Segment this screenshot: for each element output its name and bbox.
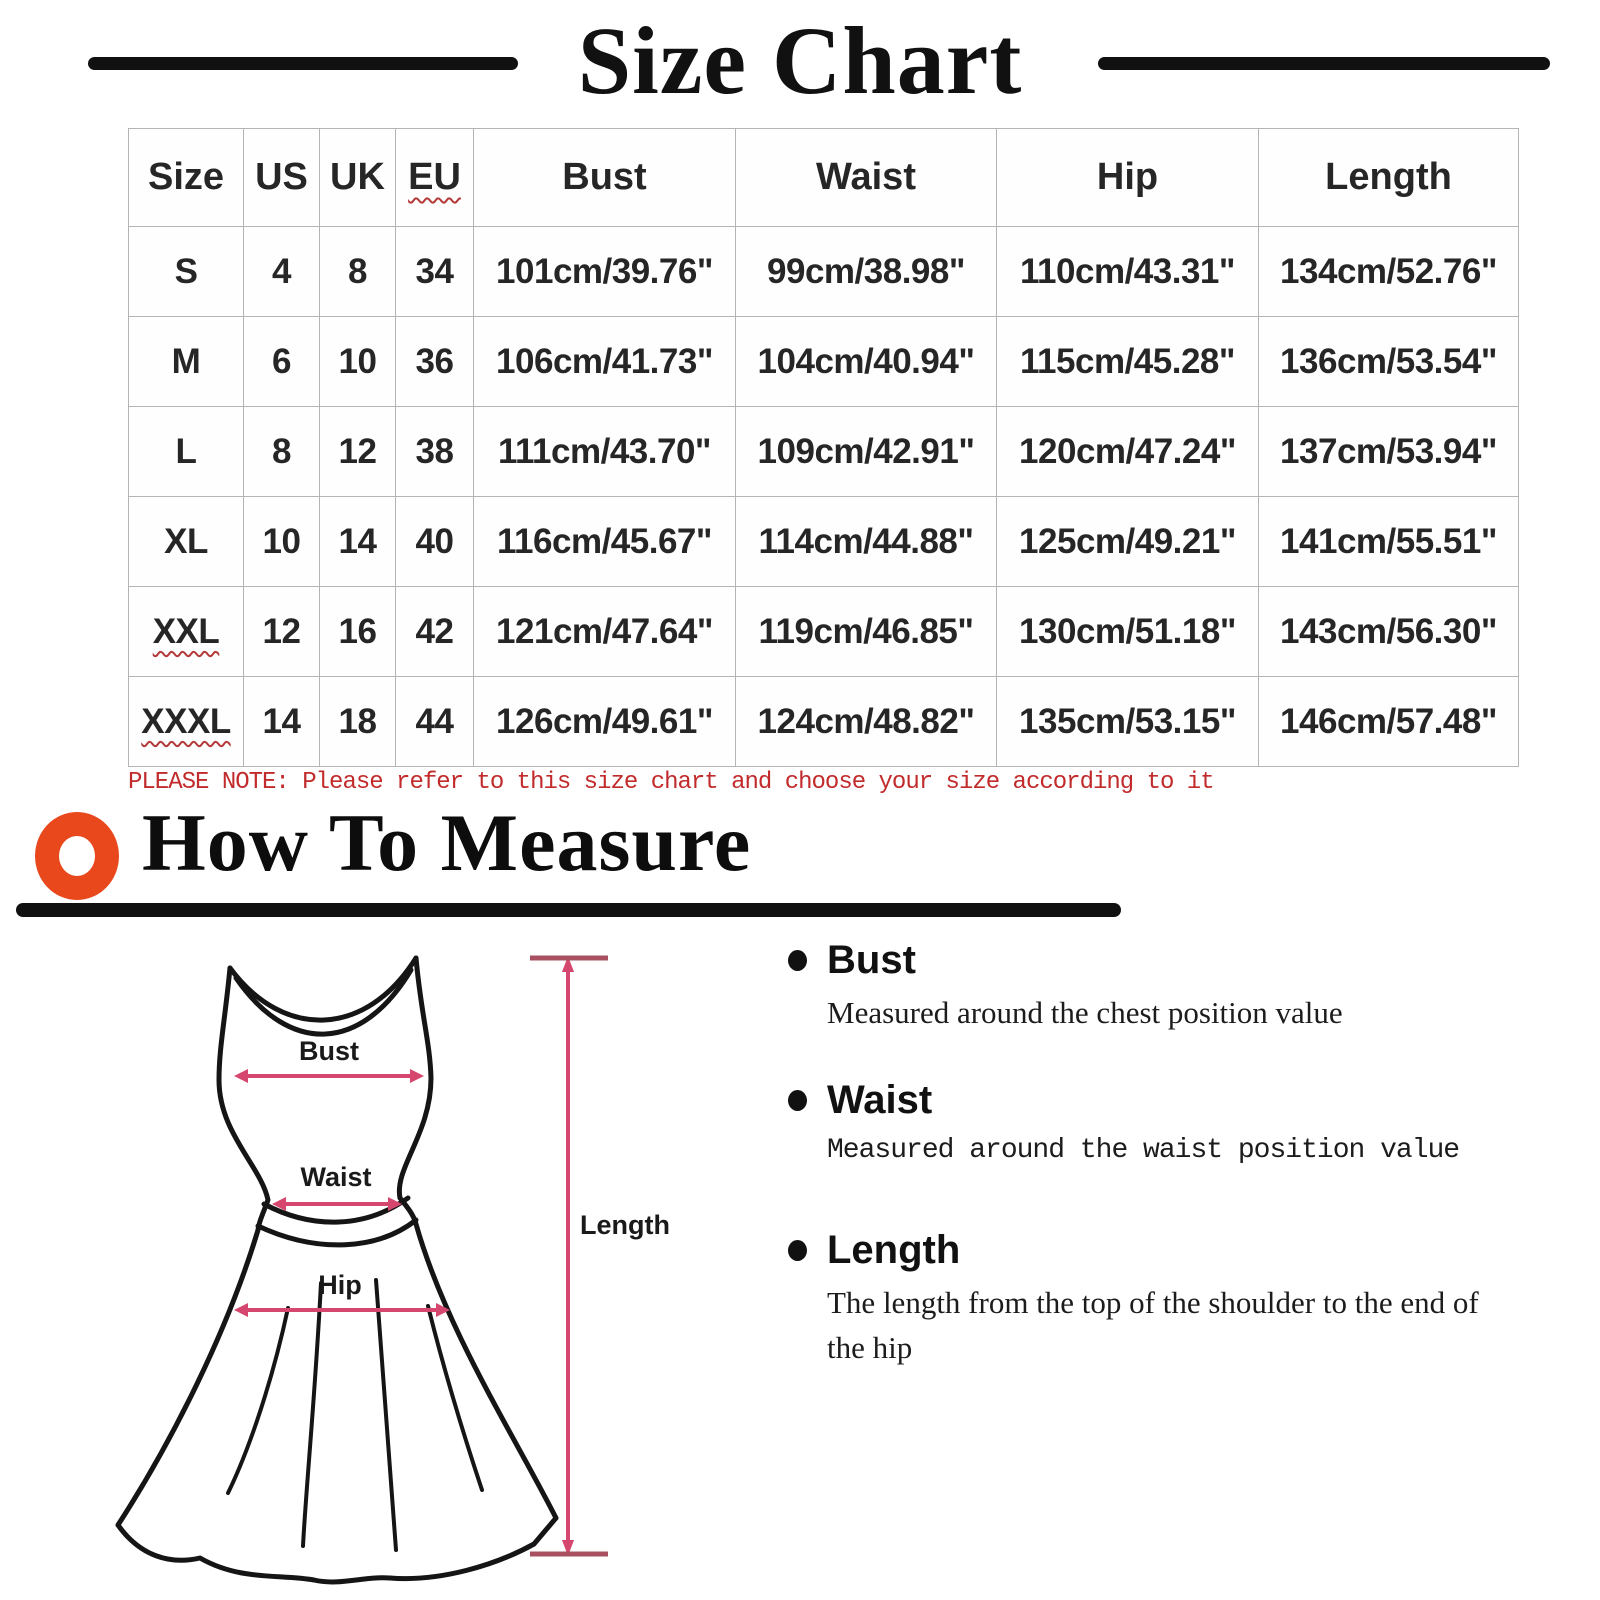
table-row: XXL 12 16 42 121cm/47.64" 119cm/46.85" 1… (128, 586, 1519, 677)
how-to-measure-heading: How To Measure (142, 797, 752, 888)
table-row: XXXL 14 18 44 126cm/49.61" 124cm/48.82" … (128, 676, 1519, 767)
title-rule-right (1098, 57, 1550, 70)
cell-size: XL (128, 496, 244, 587)
cell-hip: 115cm/45.28" (996, 316, 1259, 407)
cell-bust: 126cm/49.61" (473, 676, 736, 767)
col-header-eu: EU (395, 128, 474, 227)
cell-eu: 40 (395, 496, 474, 587)
cell-size: XXXL (128, 676, 244, 767)
measure-item-waist: Waist Measured around the waist position… (788, 1078, 1488, 1172)
hip-arrow (234, 1303, 450, 1317)
table-row: L 8 12 38 111cm/43.70" 109cm/42.91" 120c… (128, 406, 1519, 497)
bust-arrow (234, 1069, 424, 1083)
cell-hip: 120cm/47.24" (996, 406, 1259, 497)
cell-waist: 114cm/44.88" (735, 496, 997, 587)
cell-waist: 109cm/42.91" (735, 406, 997, 497)
page-title: Size Chart (577, 7, 1023, 114)
cell-size: S (128, 226, 244, 317)
bullet-icon (788, 950, 807, 971)
length-caps (530, 955, 608, 1557)
length-diagram-label: Length (580, 1210, 670, 1240)
hip-diagram-label: Hip (318, 1270, 362, 1300)
cell-length: 146cm/57.48" (1258, 676, 1519, 767)
measure-item-label: Waist (827, 1078, 933, 1122)
col-header-hip: Hip (996, 128, 1259, 227)
heading-rule (16, 903, 1121, 917)
dress-outline (115, 955, 559, 1585)
dress-diagram: Bust Waist Hip Length (115, 955, 670, 1585)
title-rule-left (88, 57, 518, 70)
cell-bust: 116cm/45.67" (473, 496, 736, 587)
table-row: S 4 8 34 101cm/39.76" 99cm/38.98" 110cm/… (128, 226, 1519, 317)
cell-hip: 125cm/49.21" (996, 496, 1259, 587)
cell-length: 141cm/55.51" (1258, 496, 1519, 587)
cell-eu: 44 (395, 676, 474, 767)
cell-length: 143cm/56.30" (1258, 586, 1519, 677)
col-header-waist: Waist (735, 128, 997, 227)
measure-item-length: Length The length from the top of the sh… (788, 1228, 1488, 1371)
cell-us: 14 (243, 676, 320, 767)
waist-diagram-label: Waist (300, 1162, 371, 1192)
cell-waist: 99cm/38.98" (735, 226, 997, 317)
measure-item-description: Measured around the waist position value (827, 1135, 1460, 1166)
col-header-bust: Bust (473, 128, 736, 227)
cell-size: M (128, 316, 244, 407)
cell-eu: 34 (395, 226, 474, 317)
cell-hip: 130cm/51.18" (996, 586, 1259, 677)
table-header-row: Size US UK EU Bust Waist Hip Length (128, 128, 1519, 227)
cell-bust: 101cm/39.76" (473, 226, 736, 317)
col-header-length: Length (1258, 128, 1519, 227)
size-note: PLEASE NOTE: Please refer to this size c… (128, 769, 1215, 796)
bullet-icon (788, 1240, 807, 1261)
measure-item-description: Measured around the chest position value (827, 995, 1343, 1030)
cell-uk: 18 (319, 676, 396, 767)
col-header-uk: UK (319, 128, 396, 227)
col-header-us: US (243, 128, 320, 227)
cell-uk: 14 (319, 496, 396, 587)
cell-waist: 124cm/48.82" (735, 676, 997, 767)
measure-item-description: The length from the top of the shoulder … (827, 1285, 1479, 1365)
ring-icon (35, 812, 119, 900)
cell-us: 10 (243, 496, 320, 587)
cell-hip: 135cm/53.15" (996, 676, 1259, 767)
cell-bust: 121cm/47.64" (473, 586, 736, 677)
measure-item-label: Length (827, 1228, 961, 1272)
cell-eu: 36 (395, 316, 474, 407)
cell-us: 6 (243, 316, 320, 407)
cell-size: L (128, 406, 244, 497)
bust-diagram-label: Bust (299, 1036, 359, 1066)
cell-uk: 16 (319, 586, 396, 677)
waist-arrow (272, 1197, 402, 1211)
cell-bust: 111cm/43.70" (473, 406, 736, 497)
measure-item-label: Bust (827, 938, 916, 982)
cell-us: 8 (243, 406, 320, 497)
cell-waist: 119cm/46.85" (735, 586, 997, 677)
cell-waist: 104cm/40.94" (735, 316, 997, 407)
cell-eu: 42 (395, 586, 474, 677)
measure-item-bust: Bust Measured around the chest position … (788, 938, 1488, 1036)
table-row: M 6 10 36 106cm/41.73" 104cm/40.94" 115c… (128, 316, 1519, 407)
col-header-size: Size (128, 128, 244, 227)
cell-uk: 12 (319, 406, 396, 497)
cell-bust: 106cm/41.73" (473, 316, 736, 407)
cell-length: 136cm/53.54" (1258, 316, 1519, 407)
length-arrow (562, 956, 574, 1556)
cell-uk: 10 (319, 316, 396, 407)
cell-us: 12 (243, 586, 320, 677)
size-chart-table: Size US UK EU Bust Waist Hip Length S 4 … (128, 128, 1519, 767)
bullet-icon (788, 1090, 807, 1111)
cell-length: 134cm/52.76" (1258, 226, 1519, 317)
cell-uk: 8 (319, 226, 396, 317)
table-row: XL 10 14 40 116cm/45.67" 114cm/44.88" 12… (128, 496, 1519, 587)
cell-length: 137cm/53.94" (1258, 406, 1519, 497)
cell-eu: 38 (395, 406, 474, 497)
cell-hip: 110cm/43.31" (996, 226, 1259, 317)
cell-size: XXL (128, 586, 244, 677)
cell-us: 4 (243, 226, 320, 317)
